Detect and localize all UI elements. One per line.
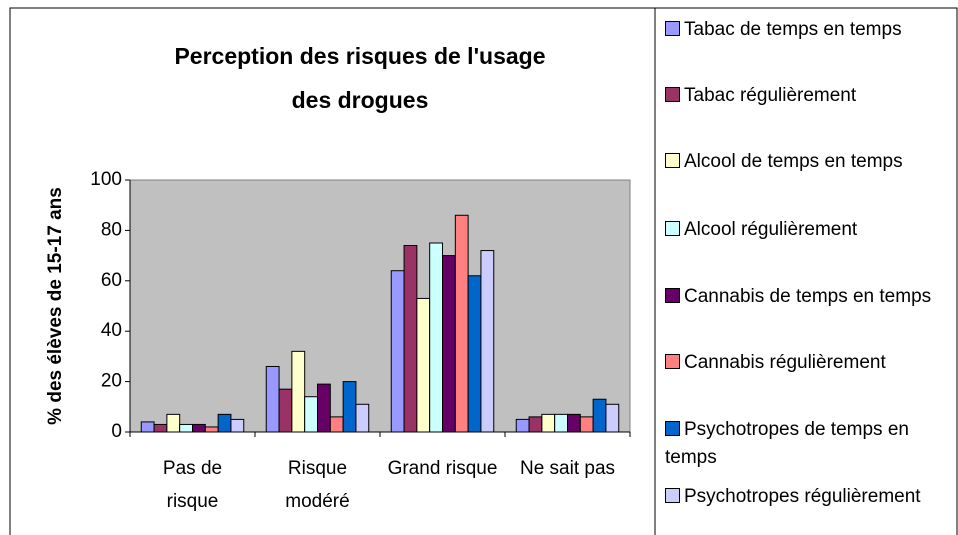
bar <box>304 396 318 433</box>
bar <box>528 416 543 433</box>
legend-label: Cannabis de temps en temps <box>684 286 932 307</box>
legend-swatch <box>665 488 680 503</box>
y-tick-label: 100 <box>90 169 122 190</box>
legend-entry: Tabac régulièrement <box>665 82 950 110</box>
legend-swatch <box>665 87 680 102</box>
bar <box>454 214 469 433</box>
bar <box>390 270 405 433</box>
bar <box>429 242 443 433</box>
legend-label: Alcool régulièrement <box>684 219 858 240</box>
bar <box>179 423 193 433</box>
x-tick-label: Ne sait pas <box>519 458 616 479</box>
bar <box>467 275 482 433</box>
y-tick-label: 20 <box>101 371 122 392</box>
bar <box>442 255 456 433</box>
plot-area <box>129 179 631 433</box>
chart-frame <box>9 7 958 535</box>
bar <box>416 297 431 433</box>
bar <box>140 421 155 433</box>
legend-entry: Psychotropes régulièrement <box>665 483 950 511</box>
bar <box>592 398 607 433</box>
legend-swatch <box>665 21 680 36</box>
legend-entry: Cannabis régulièrement <box>665 349 950 377</box>
bar <box>515 418 530 433</box>
bar <box>278 388 293 433</box>
y-tick-label: 80 <box>101 219 122 240</box>
bar <box>567 413 581 433</box>
x-tick-label: Grand risque <box>387 458 498 479</box>
bar <box>291 350 306 433</box>
legend-label: Tabac de temps en temps <box>684 19 902 40</box>
bar <box>554 413 568 433</box>
y-tick-label: 0 <box>111 421 122 442</box>
y-tick-label: 40 <box>101 320 122 341</box>
bar <box>166 413 181 433</box>
legend-swatch <box>665 421 680 436</box>
bar <box>480 250 495 433</box>
bar <box>541 413 556 433</box>
bar <box>192 423 206 433</box>
y-tick-label: 60 <box>101 270 122 291</box>
legend-label: Psychotropes de temps en temps <box>665 419 909 468</box>
bar <box>265 365 280 433</box>
legend-label: Tabac régulièrement <box>684 85 857 106</box>
x-tick-label: Pas de risque <box>162 458 223 512</box>
legend-swatch <box>665 221 680 236</box>
x-tick-label: Risque modéré <box>285 458 350 512</box>
bar <box>230 418 245 433</box>
bar <box>355 403 370 433</box>
legend-swatch <box>665 288 680 303</box>
bar <box>217 413 232 433</box>
bar <box>605 403 620 433</box>
chart-title: Perception des risques de l'usage des dr… <box>174 43 546 113</box>
legend-label: Psychotropes régulièrement <box>684 486 921 507</box>
legend-swatch <box>665 153 680 168</box>
y-axis-label: % des élèves de 15-17 ans <box>45 187 66 425</box>
legend-entry: Cannabis de temps en temps <box>665 283 950 311</box>
bar <box>317 383 331 433</box>
legend-swatch <box>665 354 680 369</box>
bar <box>204 426 219 433</box>
bar <box>579 416 594 433</box>
legend-entry: Psychotropes de temps en temps <box>665 416 950 472</box>
legend-entry: Tabac de temps en temps <box>665 16 950 44</box>
bar <box>403 245 418 433</box>
bar <box>153 423 168 433</box>
bar <box>329 416 344 433</box>
legend-entry: Alcool de temps en temps <box>665 148 950 176</box>
legend-label: Cannabis régulièrement <box>684 352 886 373</box>
bar <box>342 381 357 433</box>
legend-entry: Alcool régulièrement <box>665 216 950 244</box>
legend-label: Alcool de temps en temps <box>684 151 903 172</box>
